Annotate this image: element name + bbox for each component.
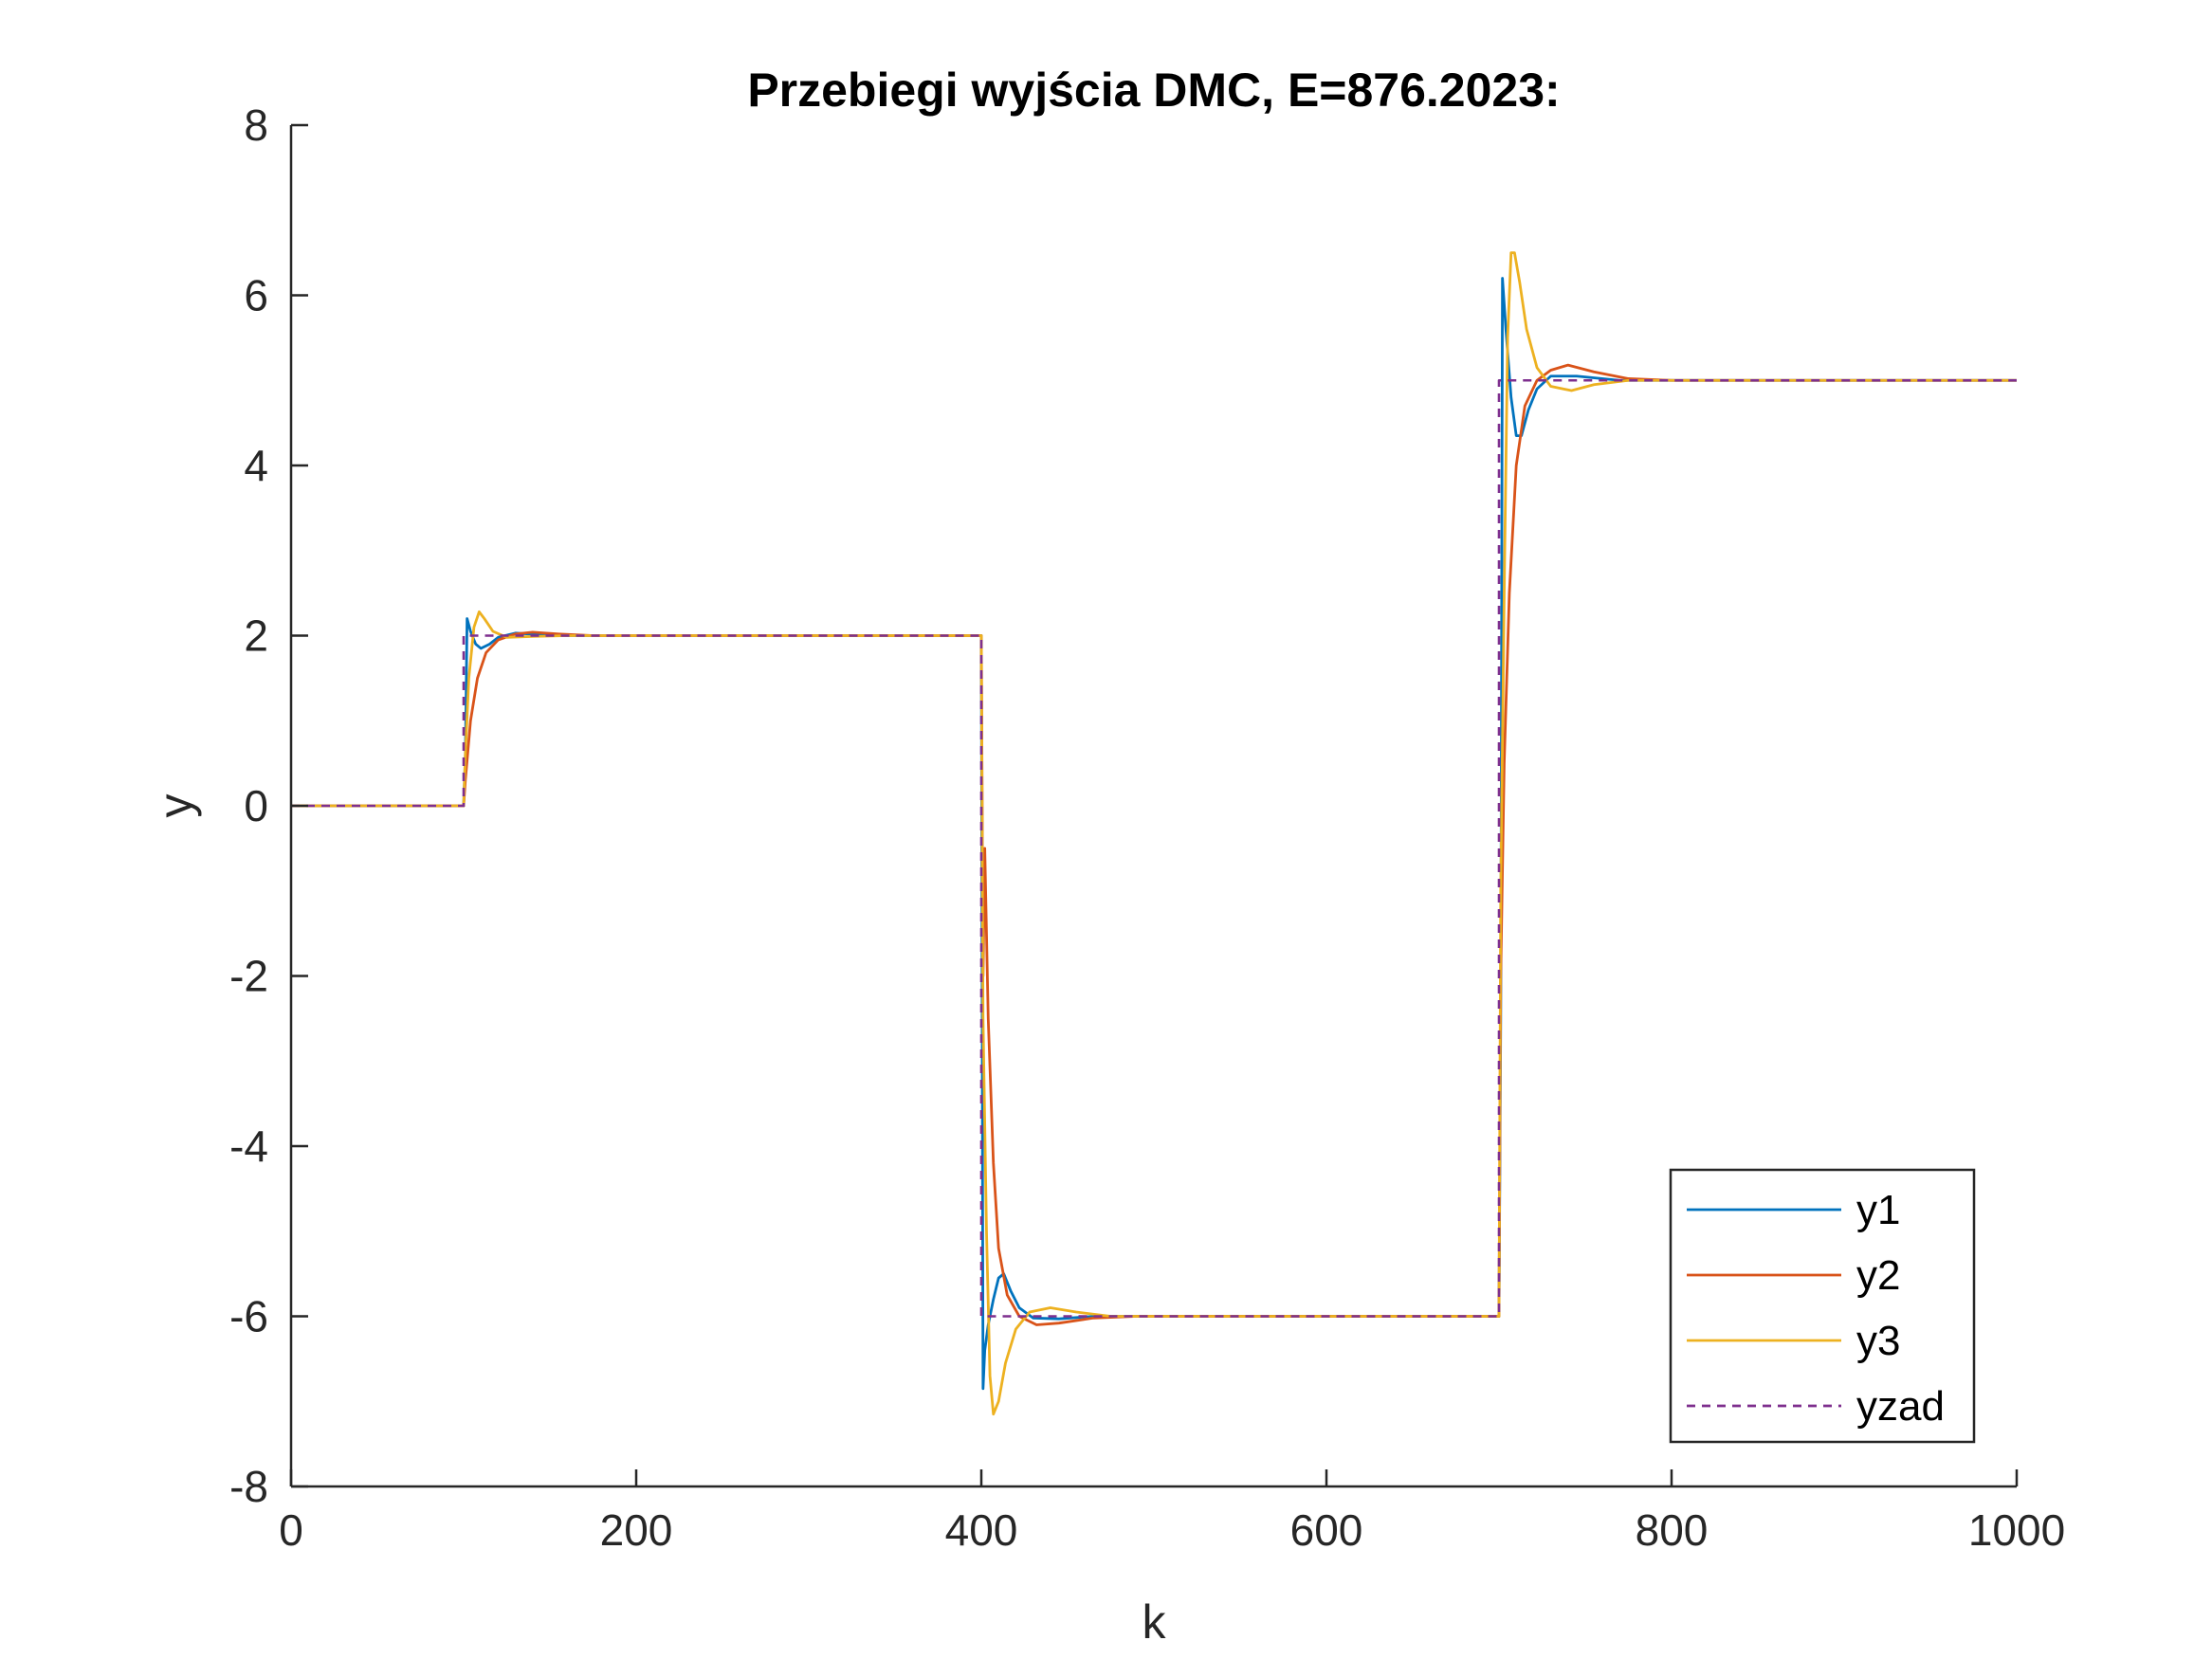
x-tick-label: 200 xyxy=(600,1505,673,1555)
legend-box xyxy=(1669,1168,1976,1444)
chart-title: Przebiegi wyjścia DMC, E=876.2023: xyxy=(747,64,1560,117)
y-tick-label: 8 xyxy=(244,100,268,150)
y-tick-label: -4 xyxy=(229,1121,268,1171)
x-axis-label: k xyxy=(1143,1595,1167,1649)
axes: 0 200 400 600 800 1000 -8 -6 -4 -2 0 2 4 6 8 xyxy=(229,100,2065,1555)
x-tick-label: 0 xyxy=(279,1505,303,1555)
y-tick-label: 4 xyxy=(244,441,268,490)
series-layer xyxy=(291,251,2017,1416)
x-tick-label: 600 xyxy=(1290,1505,1363,1555)
x-tick-label: 800 xyxy=(1636,1505,1709,1555)
legend-label-y1: y1 xyxy=(1856,1187,1900,1233)
legend-label-y2: y2 xyxy=(1856,1252,1900,1299)
series-line-y3 xyxy=(291,251,2017,1416)
y-axis-label: y xyxy=(149,794,202,818)
y-tick-label: -8 xyxy=(229,1462,268,1511)
series-line-y2 xyxy=(291,363,2017,1326)
y-tick-label: 6 xyxy=(244,271,268,320)
legend-label-y3: y3 xyxy=(1856,1318,1900,1364)
y-tick-label: 0 xyxy=(244,781,268,830)
legend-label-yzad: yzad xyxy=(1856,1383,1945,1430)
legend: y1 y2 y3 yzad xyxy=(1669,1168,1976,1444)
y-tick-label: -6 xyxy=(229,1292,268,1341)
y-tick-label: -2 xyxy=(229,952,268,1001)
x-tick-label: 1000 xyxy=(1968,1505,2065,1555)
series-line-yzad xyxy=(291,378,2017,1318)
x-tick-label: 400 xyxy=(945,1505,1018,1555)
y-tick-label: 2 xyxy=(244,611,268,661)
